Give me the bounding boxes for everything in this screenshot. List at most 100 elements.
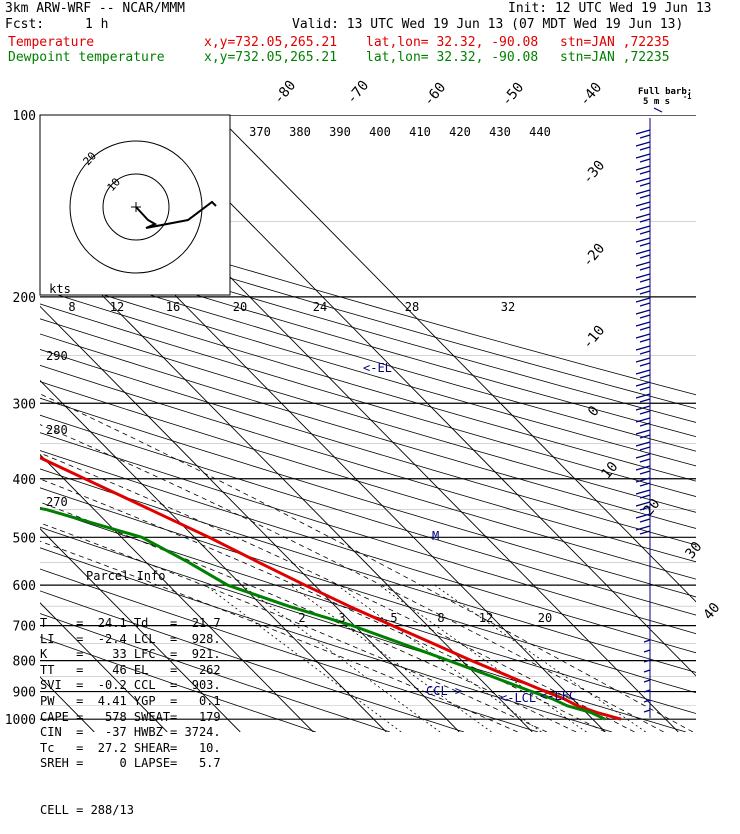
parcel-row: CAPE = 578 SWEAT= 179 bbox=[40, 709, 221, 724]
hodograph-ring-inner bbox=[102, 173, 170, 241]
wind-barb bbox=[635, 129, 651, 139]
hodograph-tick-label: 28 bbox=[405, 300, 419, 314]
pressure-tick-label: 1000 bbox=[5, 713, 36, 728]
wind-barb bbox=[635, 225, 651, 235]
dry-adiabat-line bbox=[40, 432, 696, 635]
moist-adiabat-line bbox=[40, 452, 635, 732]
isotherm-line bbox=[40, 602, 168, 732]
dry-adiabat-line bbox=[40, 303, 696, 497]
wind-barb bbox=[635, 333, 651, 343]
parcel-row: CIN = -37 HWBZ = 3724. bbox=[40, 725, 221, 740]
wind-barb bbox=[635, 441, 651, 451]
dewpoint-legend-label: Dewpoint temperature bbox=[8, 50, 165, 65]
isotherm-label: -40 bbox=[577, 80, 606, 110]
wind-barb bbox=[635, 177, 651, 187]
dry-adiabat-line bbox=[40, 568, 539, 732]
parcel-info-title: Parcel Info bbox=[86, 569, 166, 584]
dry-adiabat-line bbox=[40, 349, 696, 546]
dry-adiabat-line bbox=[40, 506, 696, 714]
height-label: 270 bbox=[46, 495, 68, 509]
isotherm-label: -20 bbox=[580, 241, 609, 271]
hodograph-trace bbox=[135, 200, 217, 229]
mixing-ratio-label: 20 bbox=[538, 611, 552, 625]
wind-barb bbox=[635, 405, 651, 415]
wind-barb bbox=[635, 465, 651, 475]
hodograph-tick-label: 32 bbox=[501, 300, 515, 314]
moist-adiabat-line bbox=[40, 540, 518, 732]
theta-label: 370 bbox=[249, 125, 271, 139]
theta-label: 430 bbox=[489, 125, 511, 139]
temperature-latlon: lat,lon= 32.32, -90.08 bbox=[366, 35, 539, 50]
dry-adiabat-line bbox=[40, 590, 465, 732]
level-label-el: <-EL bbox=[363, 361, 392, 375]
pressure-tick-label: 100 bbox=[13, 109, 36, 124]
dry-adiabat-line bbox=[40, 468, 696, 673]
isotherm-label: -80 bbox=[271, 78, 300, 108]
mixing-ratio-line bbox=[378, 584, 587, 732]
temperature-station: stn=JAN ,72235 bbox=[560, 35, 670, 50]
level-label-m: M bbox=[432, 529, 439, 543]
parcel-row: SVI = -0.2 CCL = 903. bbox=[40, 678, 221, 693]
moist-adiabat-line bbox=[40, 393, 694, 732]
wind-barb bbox=[635, 321, 651, 331]
pressure-tick-label: 400 bbox=[13, 473, 36, 488]
wind-barb bbox=[635, 429, 651, 439]
forecast-label: Fcst: bbox=[5, 17, 45, 32]
wind-barb bbox=[635, 273, 651, 283]
pressure-tick-label: 200 bbox=[13, 291, 36, 306]
init-time: Init: 12 UTC Wed 19 Jun 13 bbox=[508, 1, 712, 16]
wind-barb bbox=[635, 513, 651, 523]
valid-time: Valid: 13 UTC Wed 19 Jun 13 (07 MDT Wed … bbox=[292, 17, 684, 32]
parcel-row: T = 24.1 Td = 21.7 bbox=[40, 615, 221, 630]
isotherm-label: 0 bbox=[585, 403, 603, 420]
theta-label: 440 bbox=[529, 125, 551, 139]
hodograph-frame bbox=[39, 114, 231, 296]
wind-barb bbox=[635, 249, 651, 259]
parcel-cell: CELL = 288/13 bbox=[40, 803, 134, 818]
dry-adiabat-line bbox=[40, 288, 696, 482]
model-title: 3km ARW-WRF -- NCAR/MMM bbox=[5, 1, 186, 16]
level-label-lcl: <-LCL bbox=[500, 691, 536, 705]
mixing-ratio-line bbox=[241, 584, 441, 732]
mixing-ratio-label: 12 bbox=[479, 611, 493, 625]
barb-legend-exp: -1 bbox=[683, 93, 691, 101]
dry-adiabat-line bbox=[40, 636, 317, 732]
pressure-tick-label: 900 bbox=[13, 686, 36, 701]
dry-adiabat-line bbox=[40, 260, 696, 452]
isotherm-label: -10 bbox=[580, 323, 609, 353]
wind-barb bbox=[643, 679, 651, 683]
parcel-row: Tc = 27.2 SHEAR= 10. bbox=[40, 740, 221, 755]
wind-barb bbox=[635, 309, 651, 319]
dewpoint-station: stn=JAN ,72235 bbox=[560, 50, 670, 65]
wind-barb bbox=[635, 165, 651, 175]
dry-adiabat-line bbox=[40, 613, 391, 732]
dry-adiabat-line bbox=[40, 207, 696, 396]
wind-barb bbox=[643, 689, 651, 693]
isotherm-label: 40 bbox=[700, 600, 723, 623]
theta-label: 420 bbox=[449, 125, 471, 139]
mixing-ratio-label: 5 bbox=[390, 611, 397, 625]
parcel-row: K = 33 LFC = 921. bbox=[40, 647, 221, 662]
theta-label: 380 bbox=[289, 125, 311, 139]
theta-label: 390 bbox=[329, 125, 351, 139]
temperature-profile bbox=[40, 455, 622, 721]
wind-barb bbox=[643, 709, 651, 713]
moist-adiabat-line bbox=[40, 478, 606, 732]
mixing-ratio-line bbox=[205, 584, 402, 732]
isotherm-label: -70 bbox=[344, 78, 373, 108]
hodograph-tick-label: 12 bbox=[110, 300, 124, 314]
dry-adiabat-line bbox=[40, 318, 696, 513]
mixing-ratio-label: 3 bbox=[338, 611, 345, 625]
dewpoint-xy: x,y=732.05,265.21 bbox=[204, 50, 338, 65]
mixing-ratio-label: 2 bbox=[298, 611, 305, 625]
hodograph-ring-outer bbox=[69, 140, 203, 274]
dry-adiabat-line bbox=[40, 414, 696, 616]
isotherm-label: -30 bbox=[580, 158, 609, 188]
pressure-tick-label: 700 bbox=[13, 620, 36, 635]
wind-barb bbox=[635, 453, 651, 463]
parcel-row: PW = 4.41 YGP = 0.1 bbox=[40, 693, 221, 708]
isotherm-label: -50 bbox=[499, 80, 528, 110]
wind-barb bbox=[635, 357, 651, 367]
wind-barbs bbox=[635, 107, 663, 718]
pressure-tick-label: 300 bbox=[13, 397, 36, 412]
